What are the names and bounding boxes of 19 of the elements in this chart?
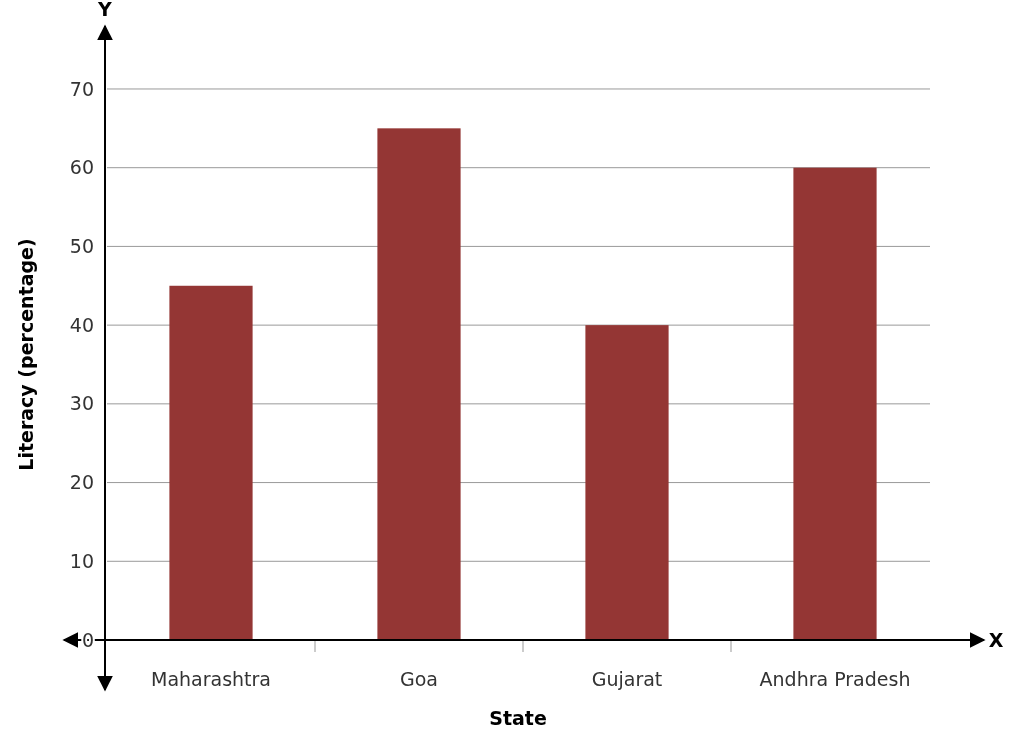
text: X <box>988 628 1004 651</box>
y-tick-label: 10 <box>69 549 94 572</box>
x-axis-title: State <box>489 707 547 729</box>
bar <box>169 285 253 640</box>
x-tick-label: Maharashtra <box>150 668 272 690</box>
bar <box>793 167 877 640</box>
x-tick-label: Gujarat <box>591 668 663 690</box>
y-tick-label: 20 <box>69 471 94 494</box>
bar <box>585 325 669 640</box>
y-tick-label: 30 <box>69 392 94 415</box>
y-tick-label: 60 <box>69 156 94 179</box>
y-tick-label: 40 <box>69 313 94 336</box>
y-tick-label: 70 <box>69 77 94 100</box>
x-tick-label: Goa <box>400 668 438 690</box>
y-axis-title: Literacy (percentage) <box>15 238 37 471</box>
y-tick-label: 50 <box>69 235 94 258</box>
text: Y <box>97 0 113 20</box>
x-tick-label: Andhra Pradesh <box>759 668 911 690</box>
bar <box>377 128 461 640</box>
